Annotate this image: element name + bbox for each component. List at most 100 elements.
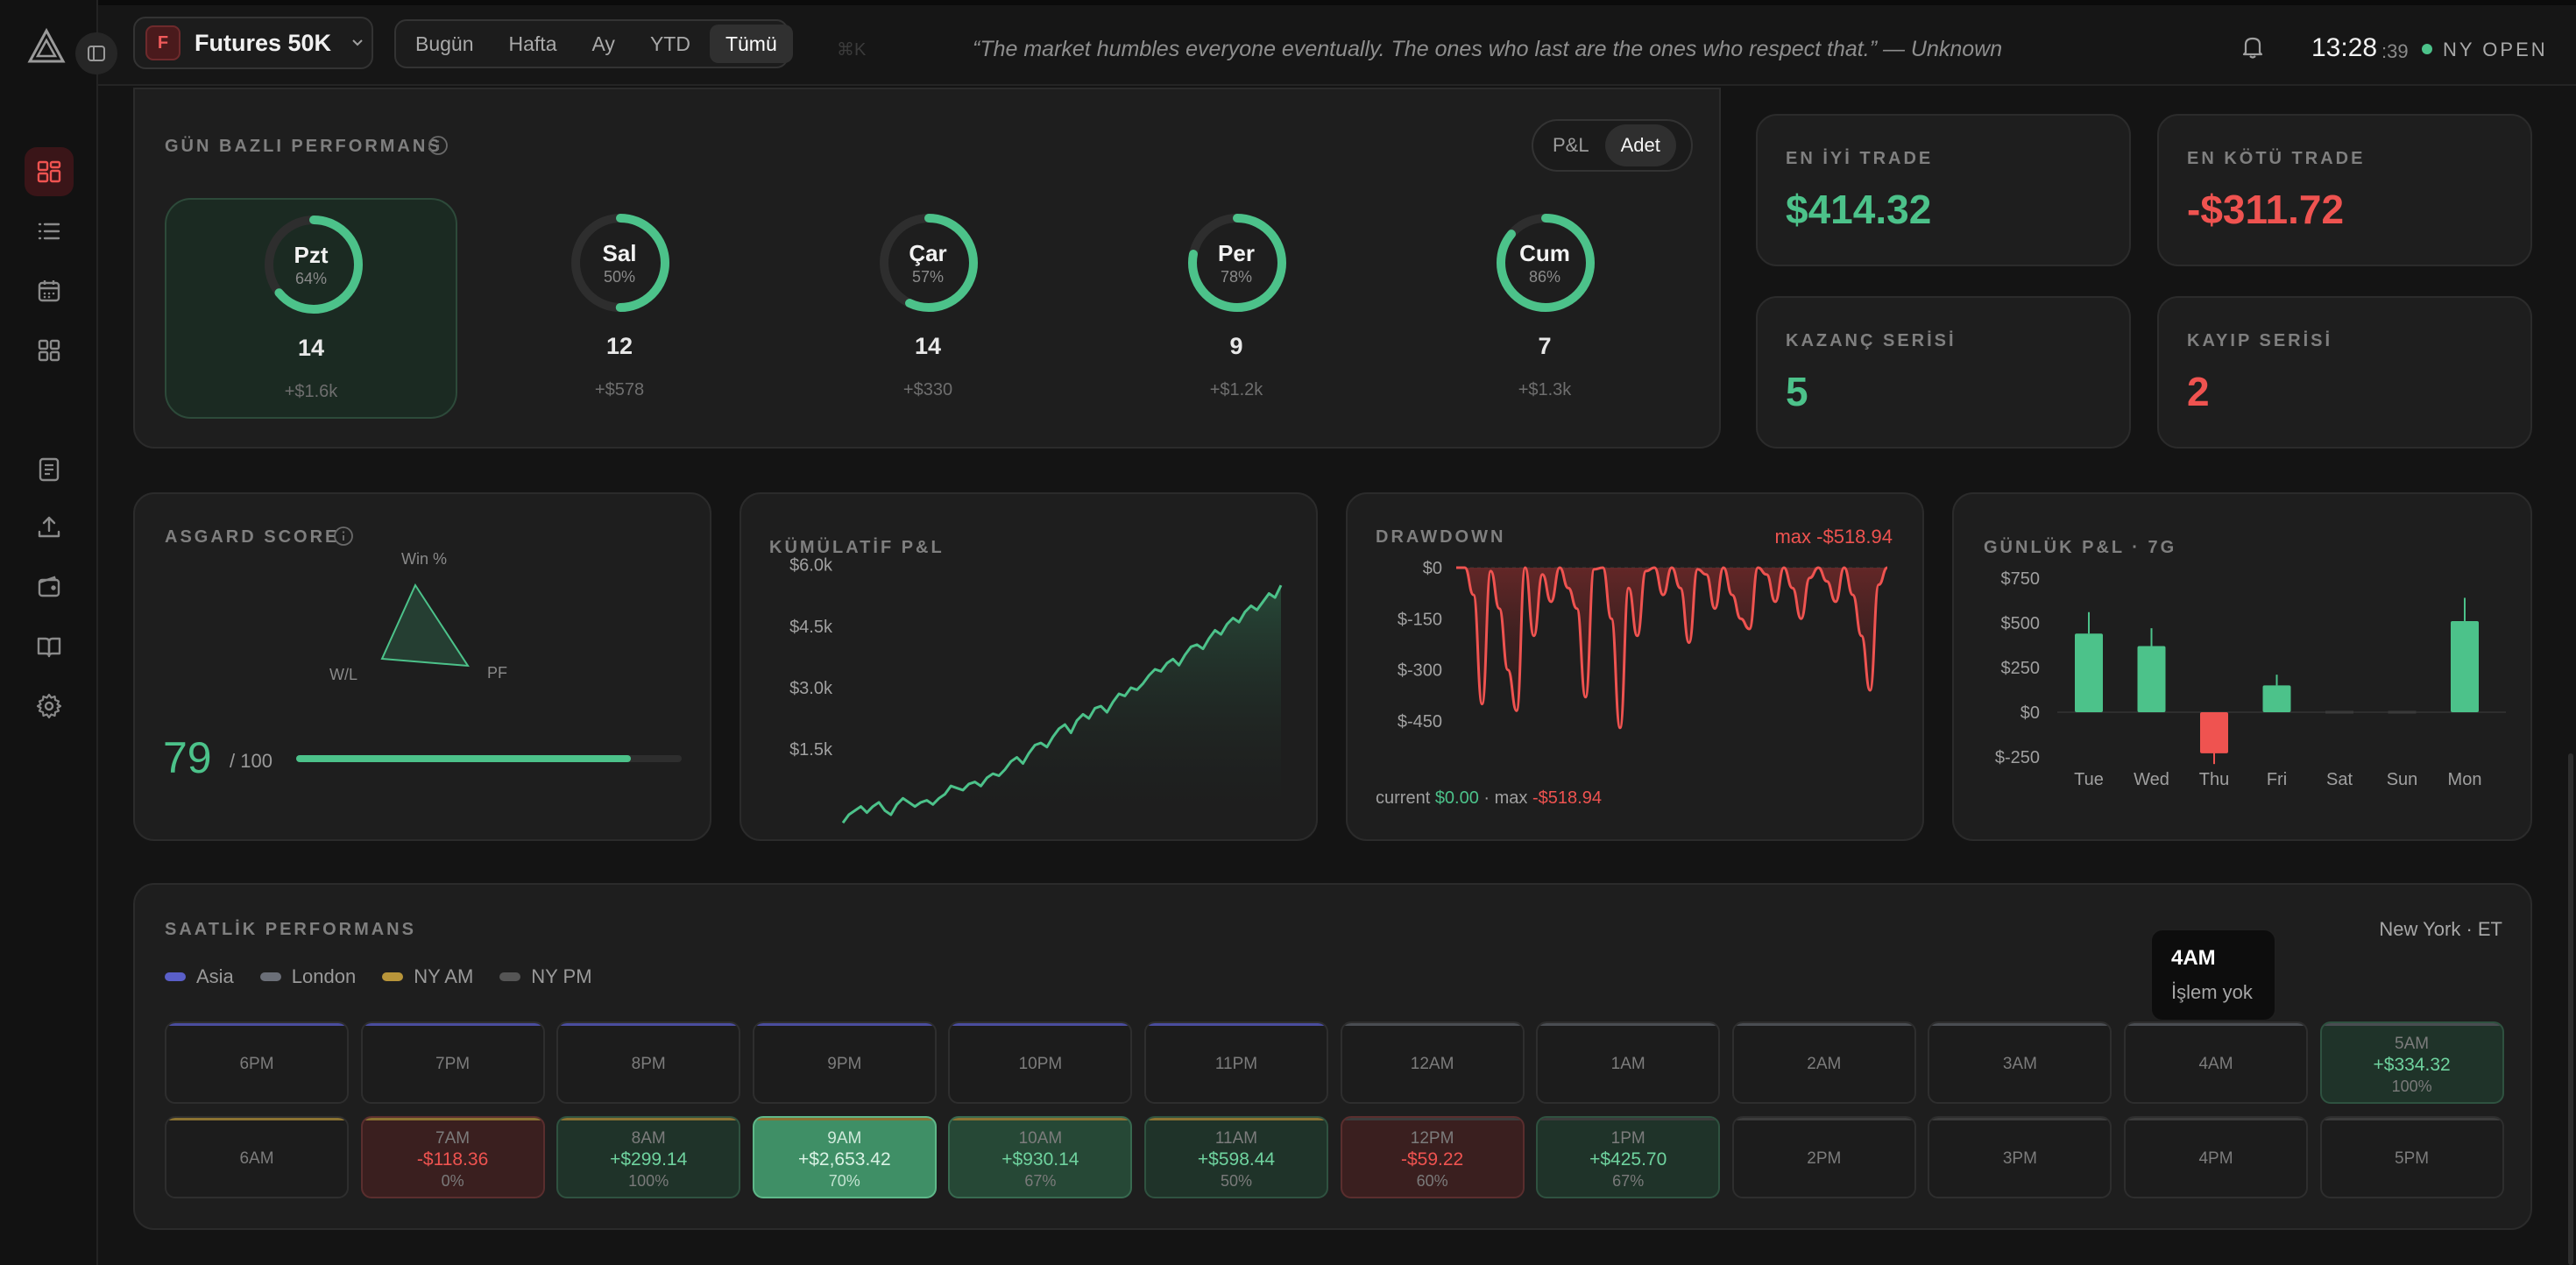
win-streak-value: 5 <box>1786 369 1808 414</box>
hour-cell[interactable]: 1AM <box>1536 1021 1721 1104</box>
nav-widgets[interactable] <box>25 326 74 375</box>
hour-cell[interactable]: 10AM +$930.14 67% <box>948 1116 1133 1198</box>
nav-accounts[interactable] <box>25 562 74 611</box>
day-card[interactable]: Sal 50% 12 +$578 <box>473 198 766 419</box>
quote-text: “The market humbles everyone eventually.… <box>973 37 2003 61</box>
legend-item[interactable]: NY AM <box>382 965 473 988</box>
hour-cell[interactable]: 5AM +$334.32 100% <box>2319 1021 2504 1104</box>
legend-item[interactable]: Asia <box>165 965 234 988</box>
daily-bar[interactable] <box>2325 710 2353 714</box>
nav-trades[interactable] <box>25 207 74 256</box>
win-rate-ring <box>571 214 669 312</box>
sidebar-toggle-button[interactable] <box>75 32 117 74</box>
day-trade-count: 14 <box>914 333 942 359</box>
hour-cell[interactable]: 1PM +$425.70 67% <box>1536 1116 1721 1198</box>
bell-icon[interactable] <box>2238 32 2268 61</box>
toggle-pnl[interactable]: P&L <box>1553 134 1589 156</box>
hour-cell[interactable]: 2AM <box>1731 1021 1916 1104</box>
y-tick-label: $-300 <box>1398 661 1442 681</box>
hour-cell[interactable]: 12AM <box>1340 1021 1525 1104</box>
hour-cell[interactable]: 11PM <box>1144 1021 1328 1104</box>
session-bar <box>558 1118 740 1120</box>
daily-bar[interactable] <box>2451 620 2479 712</box>
drawdown-footer-mid: · max <box>1478 788 1532 808</box>
hourly-title: SAATLİK PERFORMANS <box>165 920 416 939</box>
hour-cell[interactable]: 7PM <box>360 1021 545 1104</box>
hour-cell[interactable]: 4AM <box>2124 1021 2308 1104</box>
nav-settings[interactable] <box>25 682 74 731</box>
day-card[interactable]: Cum 86% 7 +$1.3k <box>1398 198 1691 419</box>
hour-cell[interactable]: 5PM <box>2319 1116 2504 1198</box>
daily-bar[interactable] <box>2137 646 2166 712</box>
nav-playbook[interactable] <box>25 622 74 671</box>
scrollbar[interactable] <box>2568 753 2573 1265</box>
hour-cell[interactable]: 6AM <box>165 1116 349 1198</box>
info-icon[interactable] <box>333 526 354 547</box>
legend-item[interactable]: London <box>259 965 356 988</box>
info-icon[interactable] <box>428 135 449 156</box>
hour-content: 10AM +$930.14 67% <box>950 1118 1130 1191</box>
nav-import[interactable] <box>25 503 74 552</box>
range-tab-ytd[interactable]: YTD <box>649 32 690 55</box>
hour-cell[interactable]: 8PM <box>556 1021 741 1104</box>
account-selector[interactable]: F Futures 50K <box>133 17 373 69</box>
range-tab-month[interactable]: Ay <box>591 32 615 55</box>
nav-dashboard[interactable] <box>25 147 74 196</box>
hour-cell[interactable]: 8AM +$299.14 100% <box>556 1116 741 1198</box>
daily-bar[interactable] <box>2262 685 2291 712</box>
drawdown-max: -$518.94 <box>1532 788 1602 808</box>
upload-icon <box>38 516 60 538</box>
toggle-count[interactable]: Adet <box>1604 124 1676 166</box>
day-card[interactable]: Çar 57% 14 +$330 <box>782 198 1074 419</box>
hour-label: 4AM <box>2198 1055 2233 1073</box>
daily-bar[interactable] <box>2075 633 2103 712</box>
y-tick-label: $-250 <box>1995 748 2040 767</box>
range-tab-today[interactable]: Bugün <box>415 32 474 55</box>
hour-cell[interactable]: 10PM <box>948 1021 1133 1104</box>
session-legend: Asia London NY AM NY PM <box>165 965 592 988</box>
day-card[interactable]: Pzt 64% 14 +$1.6k <box>165 198 457 419</box>
range-tab-week[interactable]: Hafta <box>508 32 557 55</box>
hour-cell[interactable]: 7AM -$118.36 0% <box>360 1116 545 1198</box>
loss-streak-value: 2 <box>2187 369 2210 414</box>
hour-cell[interactable]: 2PM <box>1731 1116 1916 1198</box>
day-performance-card: GÜN BAZLI PERFORMANS P&L Adet Pzt 64% 14 +$… <box>133 88 1721 449</box>
hour-cell[interactable]: 11AM +$598.44 50% <box>1144 1116 1328 1198</box>
range-tab-all[interactable]: Tümü <box>709 25 793 63</box>
x-tick-label: Tue <box>2074 770 2104 789</box>
nav-calendar[interactable] <box>25 266 74 315</box>
legend-swatch <box>499 972 521 981</box>
hour-pnl: +$598.44 <box>1197 1149 1276 1170</box>
hour-win-rate: 70% <box>828 1172 860 1190</box>
hour-cell[interactable]: 9AM +$2,653.42 70% <box>752 1116 937 1198</box>
day-card[interactable]: Per 78% 9 +$1.2k <box>1090 198 1383 419</box>
hour-win-rate: 67% <box>1612 1172 1645 1190</box>
nav-journal[interactable] <box>25 445 74 494</box>
hour-cell[interactable]: 3PM <box>1928 1116 2112 1198</box>
book-icon <box>37 637 61 658</box>
sidebar-toggle-icon <box>88 46 105 61</box>
daily-bar[interactable] <box>2388 710 2417 714</box>
worst-trade-value: -$311.72 <box>2187 187 2345 232</box>
date-range-tabs: Bugün Hafta Ay YTD Tümü <box>394 19 793 68</box>
hour-cell[interactable]: 3AM <box>1928 1021 2112 1104</box>
hour-cell[interactable]: 4PM <box>2124 1116 2308 1198</box>
hour-label: 2PM <box>1807 1149 1842 1168</box>
daily-bar[interactable] <box>2200 712 2228 753</box>
hour-pnl: -$59.22 <box>1400 1149 1464 1170</box>
hour-pnl: +$930.14 <box>1001 1149 1079 1170</box>
session-bar <box>2321 1118 2502 1120</box>
session-bar <box>754 1118 935 1120</box>
hour-pnl: +$2,653.42 <box>797 1149 891 1170</box>
hour-label: 6AM <box>239 1149 274 1168</box>
tooltip-text: İşlem yok <box>2171 981 2253 1003</box>
session-bar <box>1341 1023 1523 1026</box>
app-logo-icon[interactable] <box>26 26 67 67</box>
hour-cell[interactable]: 6PM <box>165 1021 349 1104</box>
hour-label: 2AM <box>1807 1055 1842 1073</box>
legend-item[interactable]: NY PM <box>499 965 592 988</box>
hour-label: 8PM <box>631 1055 666 1073</box>
hour-cell[interactable]: 12PM -$59.22 60% <box>1340 1116 1525 1198</box>
hour-cell[interactable]: 9PM <box>752 1021 937 1104</box>
hour-content: 5AM +$334.32 100% <box>2322 1023 2502 1097</box>
